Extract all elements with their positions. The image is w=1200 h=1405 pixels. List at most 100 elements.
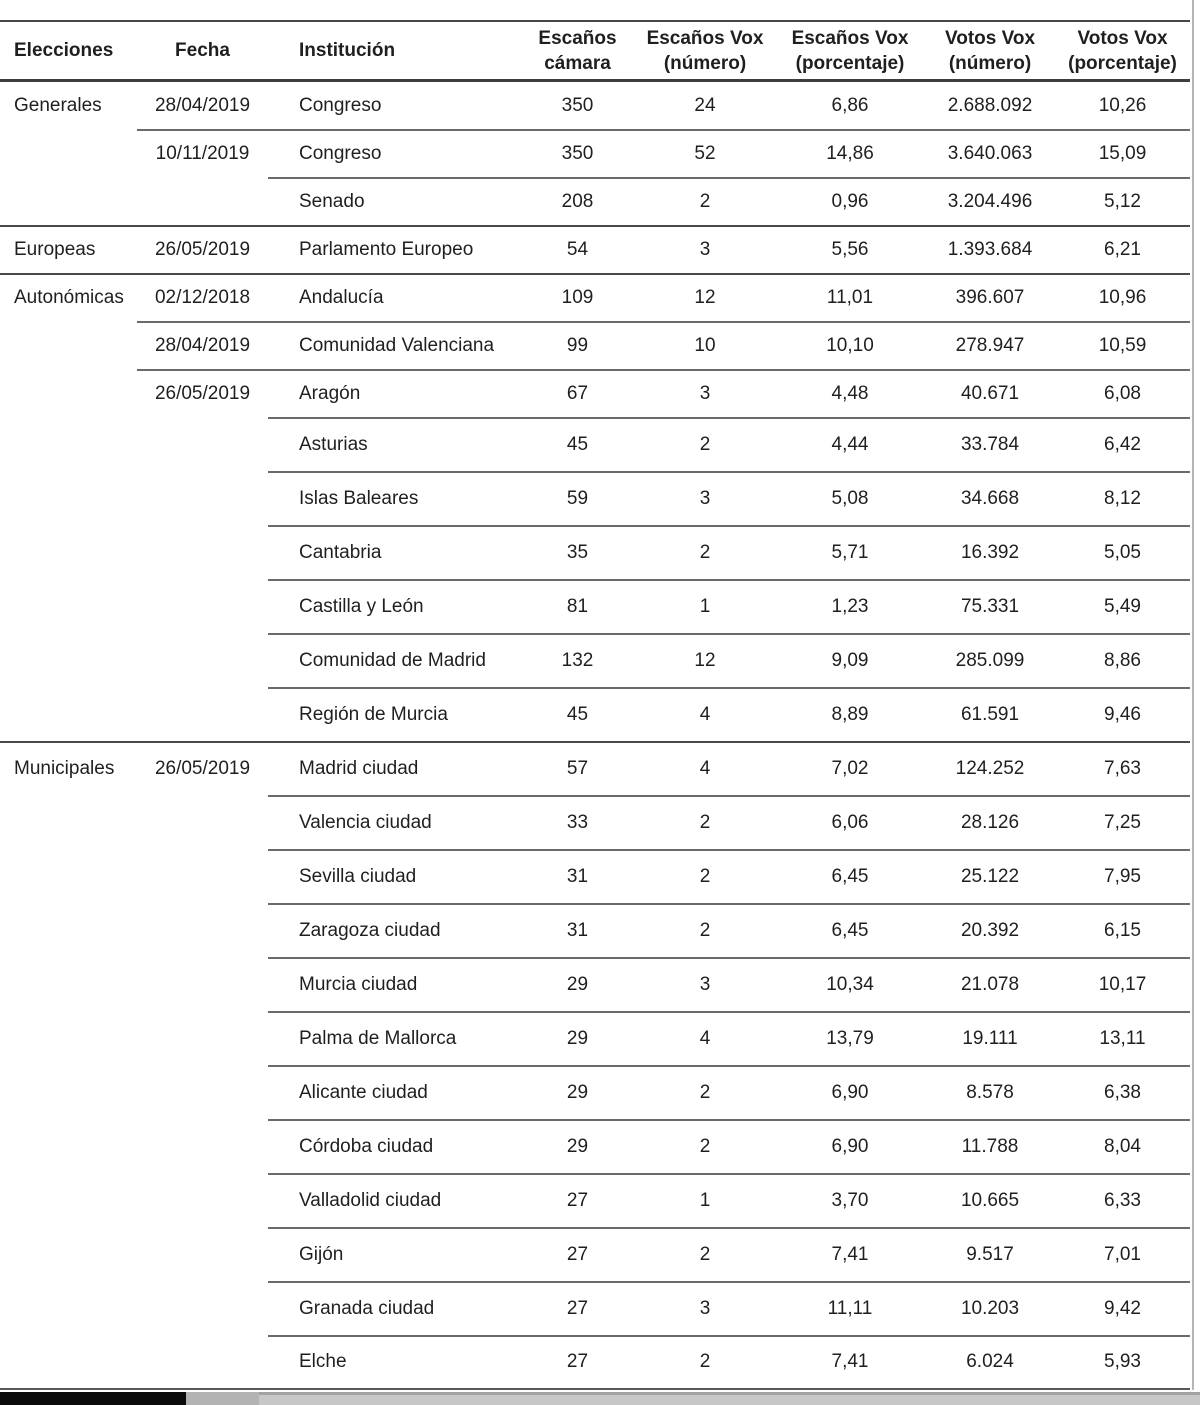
votos-vox-porcentaje-cell: 9,46 bbox=[1104, 704, 1141, 725]
institucion-cell: Valladolid ciudad bbox=[299, 1190, 442, 1211]
votos-vox-porcentaje-cell: 15,09 bbox=[1098, 143, 1147, 164]
escanos-camara-cell: 45 bbox=[566, 704, 589, 725]
escanos-camara-cell: 57 bbox=[566, 758, 589, 779]
institucion-cell: Andalucía bbox=[299, 287, 384, 308]
escanos-vox-numero-cell: 2 bbox=[699, 434, 711, 455]
row-divider-line bbox=[0, 225, 1190, 227]
votos-vox-numero-cell: 20.392 bbox=[960, 920, 1020, 941]
escanos-vox-porcentaje-cell: 5,08 bbox=[831, 488, 869, 509]
institucion-cell: Islas Baleares bbox=[299, 488, 419, 509]
escanos-camara-cell: 27 bbox=[566, 1244, 589, 1265]
institucion-cell: Alicante ciudad bbox=[299, 1082, 428, 1103]
institucion-cell: Palma de Mallorca bbox=[299, 1028, 457, 1049]
fecha-cell: 10/11/2019 bbox=[155, 143, 250, 164]
escanos-camara-cell: 29 bbox=[566, 1082, 589, 1103]
escanos-vox-porcentaje-cell: 11,11 bbox=[827, 1298, 873, 1319]
row-divider-line bbox=[268, 903, 1190, 905]
votos-vox-porcentaje-cell: 5,12 bbox=[1104, 191, 1141, 212]
votos-vox-porcentaje-cell: 8,04 bbox=[1104, 1136, 1141, 1157]
elecciones-cell: Municipales bbox=[14, 758, 115, 779]
escanos-vox-numero-cell: 2 bbox=[699, 191, 711, 212]
table-row: Valencia ciudad 33 2 6,06 28.126 7,25 bbox=[0, 795, 1190, 850]
table-row: Senado 208 2 0,96 3.204.496 5,12 bbox=[0, 177, 1190, 226]
escanos-camara-cell: 35 bbox=[566, 542, 589, 563]
row-divider-line bbox=[268, 417, 1190, 419]
escanos-vox-porcentaje-cell: 5,56 bbox=[831, 239, 869, 260]
escanos-vox-porcentaje-cell: 10,10 bbox=[826, 335, 874, 356]
institucion-cell: Cantabria bbox=[299, 542, 382, 563]
row-divider-line bbox=[268, 471, 1190, 473]
votos-vox-porcentaje-cell: 8,12 bbox=[1104, 488, 1141, 509]
table-row: Sevilla ciudad 31 2 6,45 25.122 7,95 bbox=[0, 849, 1190, 904]
escanos-vox-numero-cell: 1 bbox=[699, 1190, 711, 1211]
institucion-cell: Congreso bbox=[299, 143, 382, 164]
table-row: Castilla y León 81 1 1,23 75.331 5,49 bbox=[0, 579, 1190, 634]
institucion-cell: Valencia ciudad bbox=[299, 812, 432, 833]
escanos-vox-porcentaje-cell: 6,90 bbox=[831, 1136, 869, 1157]
row-divider-line bbox=[268, 1281, 1190, 1283]
votos-vox-porcentaje-cell: 6,38 bbox=[1104, 1082, 1141, 1103]
escanos-vox-numero-cell: 2 bbox=[699, 866, 711, 887]
institucion-cell: Granada ciudad bbox=[299, 1298, 435, 1319]
escanos-vox-porcentaje-cell: 10,34 bbox=[826, 974, 874, 995]
votos-vox-numero-cell: 10.203 bbox=[960, 1298, 1020, 1319]
table-row: Generales 28/04/2019 Congreso 350 24 6,8… bbox=[0, 82, 1190, 130]
institucion-cell: Madrid ciudad bbox=[299, 758, 419, 779]
votos-vox-porcentaje-cell: 6,08 bbox=[1104, 383, 1141, 404]
escanos-vox-porcentaje-cell: 4,48 bbox=[831, 383, 869, 404]
votos-vox-numero-cell: 33.784 bbox=[960, 434, 1020, 455]
votos-vox-numero-cell: 19.111 bbox=[962, 1028, 1018, 1049]
table-row: Valladolid ciudad 27 1 3,70 10.665 6,33 bbox=[0, 1173, 1190, 1228]
table-row: Alicante ciudad 29 2 6,90 8.578 6,38 bbox=[0, 1065, 1190, 1120]
institucion-cell: Zaragoza ciudad bbox=[299, 920, 441, 941]
escanos-vox-numero-cell: 10 bbox=[694, 335, 716, 356]
escanos-vox-porcentaje-cell: 7,02 bbox=[831, 758, 869, 779]
escanos-vox-numero-cell: 2 bbox=[699, 920, 711, 941]
votos-vox-porcentaje-cell: 10,59 bbox=[1098, 335, 1147, 356]
row-divider-line bbox=[137, 369, 1190, 371]
escanos-vox-porcentaje-cell: 5,71 bbox=[831, 542, 869, 563]
column-header-escanos-camara: Escaños cámara bbox=[538, 27, 617, 74]
escanos-camara-cell: 29 bbox=[566, 974, 589, 995]
votos-vox-porcentaje-cell: 6,42 bbox=[1104, 434, 1141, 455]
institucion-cell: Región de Murcia bbox=[299, 704, 448, 725]
institucion-cell: Asturias bbox=[299, 434, 368, 455]
escanos-vox-numero-cell: 3 bbox=[699, 383, 711, 404]
escanos-vox-porcentaje-cell: 6,06 bbox=[831, 812, 869, 833]
table-row: Región de Murcia 45 4 8,89 61.591 9,46 bbox=[0, 687, 1190, 742]
escanos-vox-numero-cell: 2 bbox=[699, 1351, 711, 1372]
escanos-vox-porcentaje-cell: 6,45 bbox=[831, 920, 869, 941]
escanos-vox-numero-cell: 2 bbox=[699, 542, 711, 563]
institucion-cell: Parlamento Europeo bbox=[299, 239, 474, 260]
votos-vox-porcentaje-cell: 10,96 bbox=[1098, 287, 1147, 308]
escanos-vox-numero-cell: 4 bbox=[699, 1028, 711, 1049]
row-divider-line bbox=[268, 1065, 1190, 1067]
escanos-vox-porcentaje-cell: 7,41 bbox=[831, 1351, 869, 1372]
votos-vox-porcentaje-cell: 13,11 bbox=[1099, 1028, 1146, 1049]
table-row: 26/05/2019 Aragón 67 3 4,48 40.671 6,08 bbox=[0, 369, 1190, 418]
votos-vox-porcentaje-cell: 7,01 bbox=[1104, 1244, 1141, 1265]
fecha-cell: 26/05/2019 bbox=[154, 758, 251, 779]
escanos-vox-porcentaje-cell: 8,89 bbox=[831, 704, 869, 725]
votos-vox-porcentaje-cell: 6,21 bbox=[1104, 239, 1141, 260]
escanos-vox-porcentaje-cell: 0,96 bbox=[831, 191, 869, 212]
escanos-vox-numero-cell: 3 bbox=[699, 488, 711, 509]
strip-segment-wide bbox=[259, 1392, 1200, 1405]
votos-vox-numero-cell: 40.671 bbox=[960, 383, 1020, 404]
escanos-vox-porcentaje-cell: 14,86 bbox=[826, 143, 874, 164]
votos-vox-numero-cell: 9.517 bbox=[966, 1244, 1014, 1265]
votos-vox-numero-cell: 21.078 bbox=[960, 974, 1020, 995]
table-row: Cantabria 35 2 5,71 16.392 5,05 bbox=[0, 525, 1190, 580]
institucion-cell: Aragón bbox=[299, 383, 361, 404]
elecciones-cell: Autonómicas bbox=[14, 287, 124, 308]
row-divider-line bbox=[268, 795, 1190, 797]
table-row: 10/11/2019 Congreso 350 52 14,86 3.640.0… bbox=[0, 129, 1190, 178]
votos-vox-porcentaje-cell: 5,49 bbox=[1104, 596, 1141, 617]
page-right-border bbox=[1192, 0, 1194, 1390]
votos-vox-numero-cell: 1.393.684 bbox=[947, 239, 1033, 260]
escanos-vox-porcentaje-cell: 6,45 bbox=[831, 866, 869, 887]
votos-vox-numero-cell: 25.122 bbox=[960, 866, 1020, 887]
table-row: Palma de Mallorca 29 4 13,79 19.111 13,1… bbox=[0, 1011, 1190, 1066]
row-divider-line bbox=[137, 129, 1190, 131]
column-header-votos-vox-numero: Votos Vox (número) bbox=[944, 27, 1036, 74]
